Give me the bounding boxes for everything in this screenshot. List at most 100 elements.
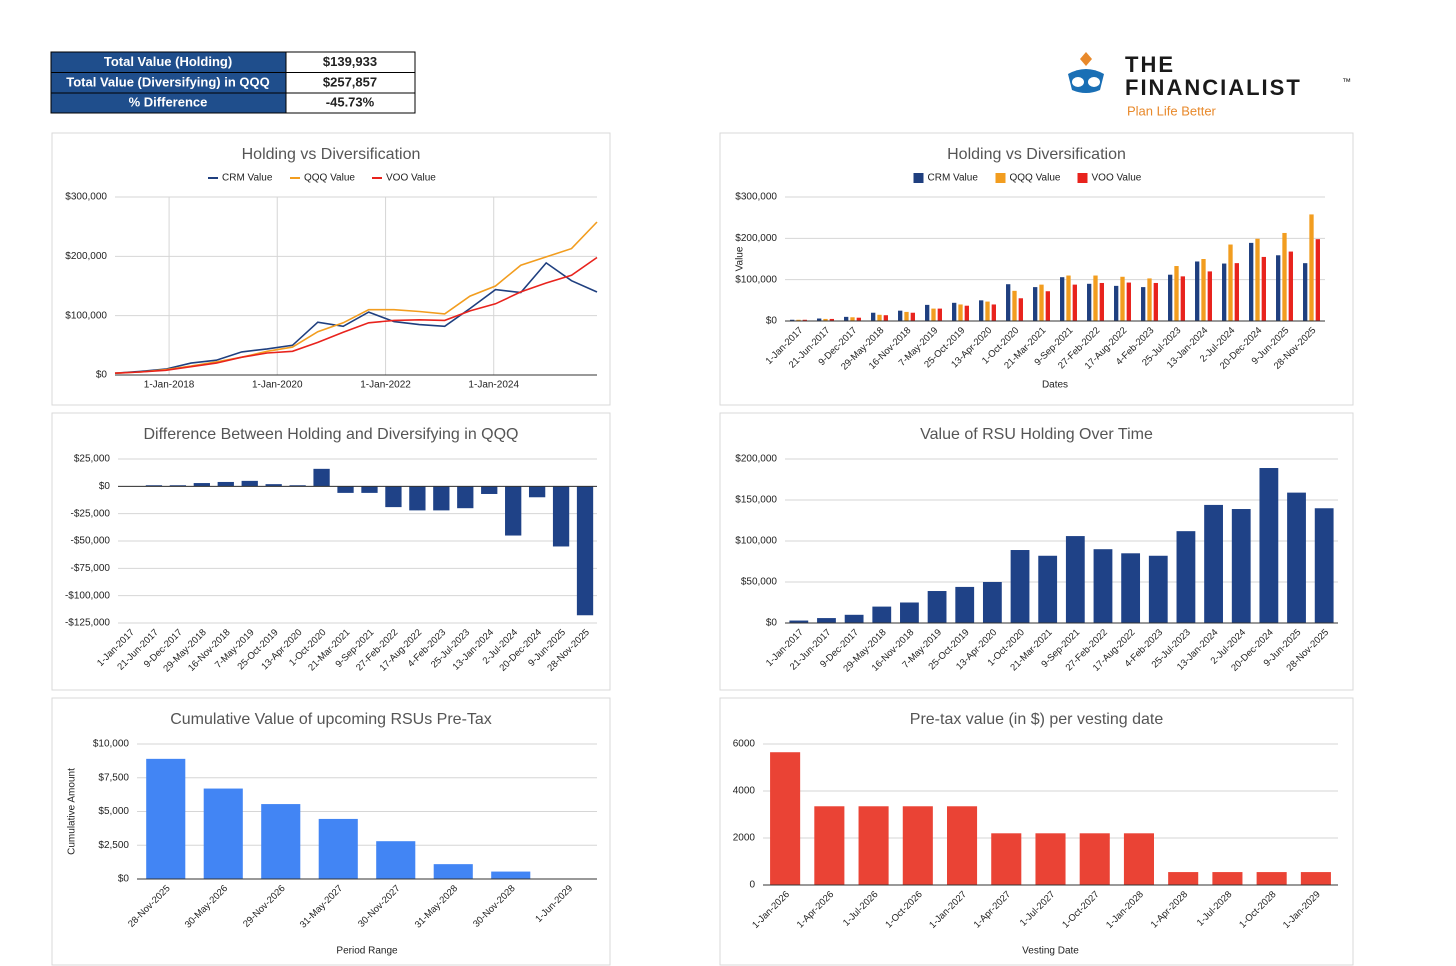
logo-shield	[1068, 69, 1104, 93]
bar	[1079, 833, 1110, 885]
y-tick-label: $5,000	[98, 806, 129, 817]
legend-swatch	[913, 173, 924, 183]
bar	[1093, 549, 1113, 623]
bar	[991, 304, 996, 321]
bar	[856, 317, 861, 321]
bar	[770, 752, 801, 885]
bar	[910, 312, 915, 321]
bar	[877, 314, 882, 321]
legend-label: VOO Value	[1092, 173, 1142, 184]
bar	[289, 485, 306, 487]
bar	[1038, 555, 1058, 623]
y-tick-label: -$50,000	[71, 536, 111, 547]
table-value: -45.73%	[326, 94, 375, 109]
bar	[900, 602, 919, 623]
y-tick-label: 0	[749, 880, 755, 891]
y-tick-label: $200,000	[735, 454, 777, 465]
y-tick-label: 2000	[733, 833, 756, 844]
table-label: Total Value (Diversifying) in QQQ	[66, 74, 269, 89]
y-tick-label: -$75,000	[71, 563, 111, 574]
legend-label: VOO Value	[386, 173, 436, 184]
bar	[376, 841, 416, 879]
logo-tagline: Plan Life Better	[1127, 103, 1217, 118]
bar	[979, 300, 984, 321]
legend-label: QQQ Value	[304, 173, 355, 184]
bar	[931, 308, 936, 321]
bar	[1006, 284, 1011, 321]
bar	[817, 318, 822, 321]
table-border	[50, 51, 416, 114]
table-label: Total Value (Holding)	[104, 54, 232, 69]
y-tick-label: -$125,000	[65, 618, 110, 629]
bar	[361, 486, 378, 493]
bar	[1035, 833, 1066, 885]
bar	[1261, 256, 1266, 321]
bar	[261, 804, 301, 879]
y-tick-label: $300,000	[735, 192, 777, 203]
y-tick-label: $200,000	[735, 233, 777, 244]
bar	[457, 486, 474, 509]
bar	[1180, 276, 1185, 321]
bar	[1087, 283, 1092, 321]
y-tick-label: $0	[118, 874, 130, 885]
bar	[265, 484, 282, 487]
bar	[1255, 238, 1260, 321]
logo-line2: FINANCIALIST	[1125, 75, 1302, 100]
bar	[576, 486, 594, 616]
y-tick-label: $25,000	[74, 454, 111, 465]
chart-panel: Holding vs Diversification $0 $100,000 $200…	[719, 132, 1354, 406]
y-tick-label: $0	[766, 618, 778, 629]
y-tick-label: $10,000	[93, 739, 130, 750]
bar	[927, 591, 947, 623]
y-tick-label: -$25,000	[71, 508, 111, 519]
bar	[203, 788, 243, 879]
bar	[528, 486, 546, 498]
y-tick-label: 4000	[733, 786, 756, 797]
table-label: % Difference	[129, 94, 208, 109]
y-tick-label: $100,000	[65, 310, 107, 321]
bar	[1153, 282, 1158, 321]
bar	[844, 316, 849, 321]
y-tick-label: $50,000	[741, 577, 778, 588]
bar	[385, 486, 402, 508]
bar	[1201, 259, 1206, 321]
bar	[318, 818, 358, 879]
bar	[1114, 285, 1119, 321]
bar	[1141, 287, 1146, 321]
bar	[1018, 298, 1023, 321]
bar	[1168, 274, 1173, 321]
bar	[1287, 492, 1306, 623]
bar	[433, 864, 473, 879]
bar	[1212, 872, 1243, 885]
bar	[505, 486, 522, 536]
bar	[1276, 255, 1281, 321]
bar	[1123, 833, 1154, 885]
bar	[1309, 214, 1314, 321]
x-tick-label: 1-Jan-2020	[252, 380, 303, 391]
y-tick-label: $100,000	[735, 536, 777, 547]
x-axis-label: Vesting Date	[1022, 946, 1079, 957]
chart-panel: Holding vs Diversification $0 $100,000 $200…	[51, 132, 611, 406]
legend-swatch	[995, 173, 1006, 183]
y-tick-label: $200,000	[65, 251, 107, 262]
bar	[241, 480, 258, 487]
bar	[337, 486, 354, 493]
bar	[958, 304, 963, 321]
bar	[1126, 282, 1131, 321]
bar	[1234, 263, 1239, 321]
bar	[169, 485, 187, 487]
logo-line1: THE	[1125, 52, 1175, 77]
bar	[1066, 275, 1071, 321]
bar	[193, 483, 210, 487]
logo: THE FINANCIALIST ™ Plan Life Better	[1068, 52, 1351, 118]
chart-title: Holding vs Diversification	[242, 146, 421, 163]
chart-title: Holding vs Diversification	[947, 146, 1126, 163]
bar	[982, 582, 1002, 623]
x-tick-label: 1-Jan-2022	[360, 380, 411, 391]
bar	[1207, 271, 1212, 321]
bar	[817, 618, 836, 623]
bar	[146, 758, 186, 879]
bar	[802, 319, 807, 321]
bar	[409, 486, 426, 511]
